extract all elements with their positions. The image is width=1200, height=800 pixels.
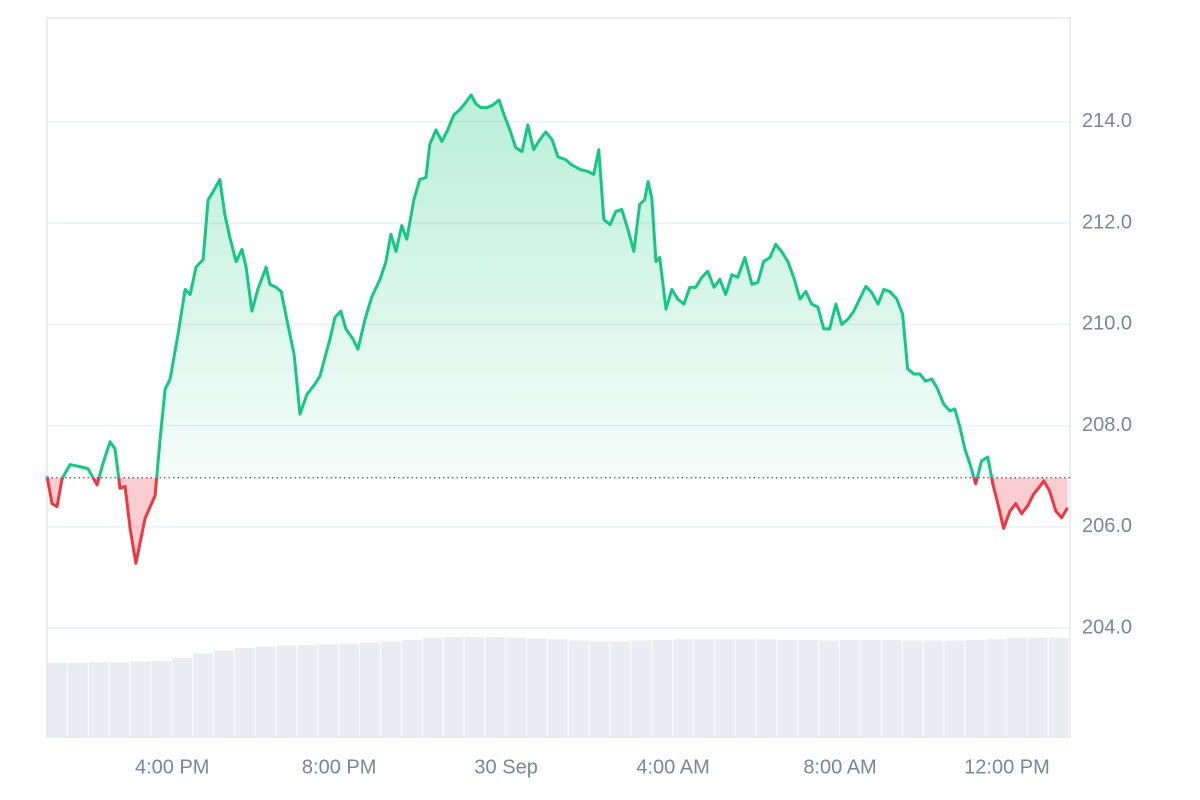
volume-bar	[568, 640, 589, 737]
volume-bar	[485, 637, 506, 737]
volume-bar	[297, 644, 318, 737]
volume-bar	[923, 640, 944, 737]
volume-bar	[422, 637, 443, 737]
volume-bar	[735, 639, 756, 737]
x-tick-label: 4:00 PM	[135, 756, 209, 778]
plot-layer	[45, 93, 1070, 565]
volume-bar	[88, 662, 109, 737]
label-layer: 204.0 206.0 208.0 210.0 212.0 214.0 4:00 PM 8:0…	[135, 110, 1132, 778]
volume-bar	[109, 662, 130, 737]
volume-bar	[193, 653, 213, 737]
volume-bar	[255, 646, 276, 737]
volume-bar	[151, 660, 172, 737]
volume-bar	[506, 637, 526, 737]
volume-bar	[443, 637, 464, 737]
volume-bar	[965, 639, 986, 737]
volume-bar	[902, 640, 923, 737]
x-tick-label: 30 Sep	[474, 756, 537, 778]
volume-bar	[1048, 637, 1069, 737]
plot-frame	[46, 17, 1071, 738]
volume-bar	[673, 639, 693, 737]
volume-bar	[1006, 637, 1027, 737]
price-line	[45, 93, 1069, 565]
y-tick-label: 212.0	[1082, 211, 1132, 233]
volume-bar	[881, 639, 902, 737]
volume-bar	[380, 641, 401, 737]
volume-bar	[234, 647, 255, 737]
volume-bar	[798, 639, 819, 737]
y-tick-label: 210.0	[1082, 313, 1132, 335]
volume-bar	[547, 639, 568, 737]
area-fill	[47, 94, 1068, 564]
y-tick-label: 208.0	[1082, 414, 1132, 436]
volume-bar	[67, 662, 88, 737]
volume-bar	[213, 650, 234, 737]
volume-bar	[860, 639, 881, 737]
volume-bar	[756, 639, 777, 737]
volume-bar	[47, 662, 67, 737]
volume-bar	[693, 639, 714, 737]
volume-bar	[130, 661, 151, 737]
y-tick-label: 204.0	[1082, 616, 1132, 638]
volume-bar	[944, 640, 965, 737]
volume-bar	[526, 638, 547, 737]
volume-bar	[318, 644, 339, 737]
volume-bar	[777, 639, 798, 737]
volume-bar	[172, 657, 193, 737]
volume-bar	[589, 641, 610, 737]
volume-bar	[986, 639, 1006, 737]
x-tick-label: 12:00 PM	[964, 756, 1050, 778]
volume-bar	[840, 639, 860, 737]
volume-bar	[819, 640, 840, 737]
volume-bar	[464, 637, 485, 737]
volume-bar	[339, 643, 360, 737]
volume-bar	[1027, 637, 1048, 737]
y-tick-label: 206.0	[1082, 515, 1132, 537]
volume-layer	[47, 637, 1070, 737]
volume-bar	[714, 639, 735, 737]
x-tick-label: 4:00 AM	[636, 756, 709, 778]
volume-bar	[360, 642, 380, 737]
volume-bar	[276, 645, 297, 737]
x-tick-label: 8:00 PM	[302, 756, 376, 778]
volume-bar	[610, 641, 631, 737]
y-tick-label: 214.0	[1082, 110, 1132, 132]
volume-bar	[652, 639, 673, 737]
volume-bar	[631, 640, 652, 737]
volume-bar	[401, 639, 422, 737]
x-tick-label: 8:00 AM	[803, 756, 876, 778]
